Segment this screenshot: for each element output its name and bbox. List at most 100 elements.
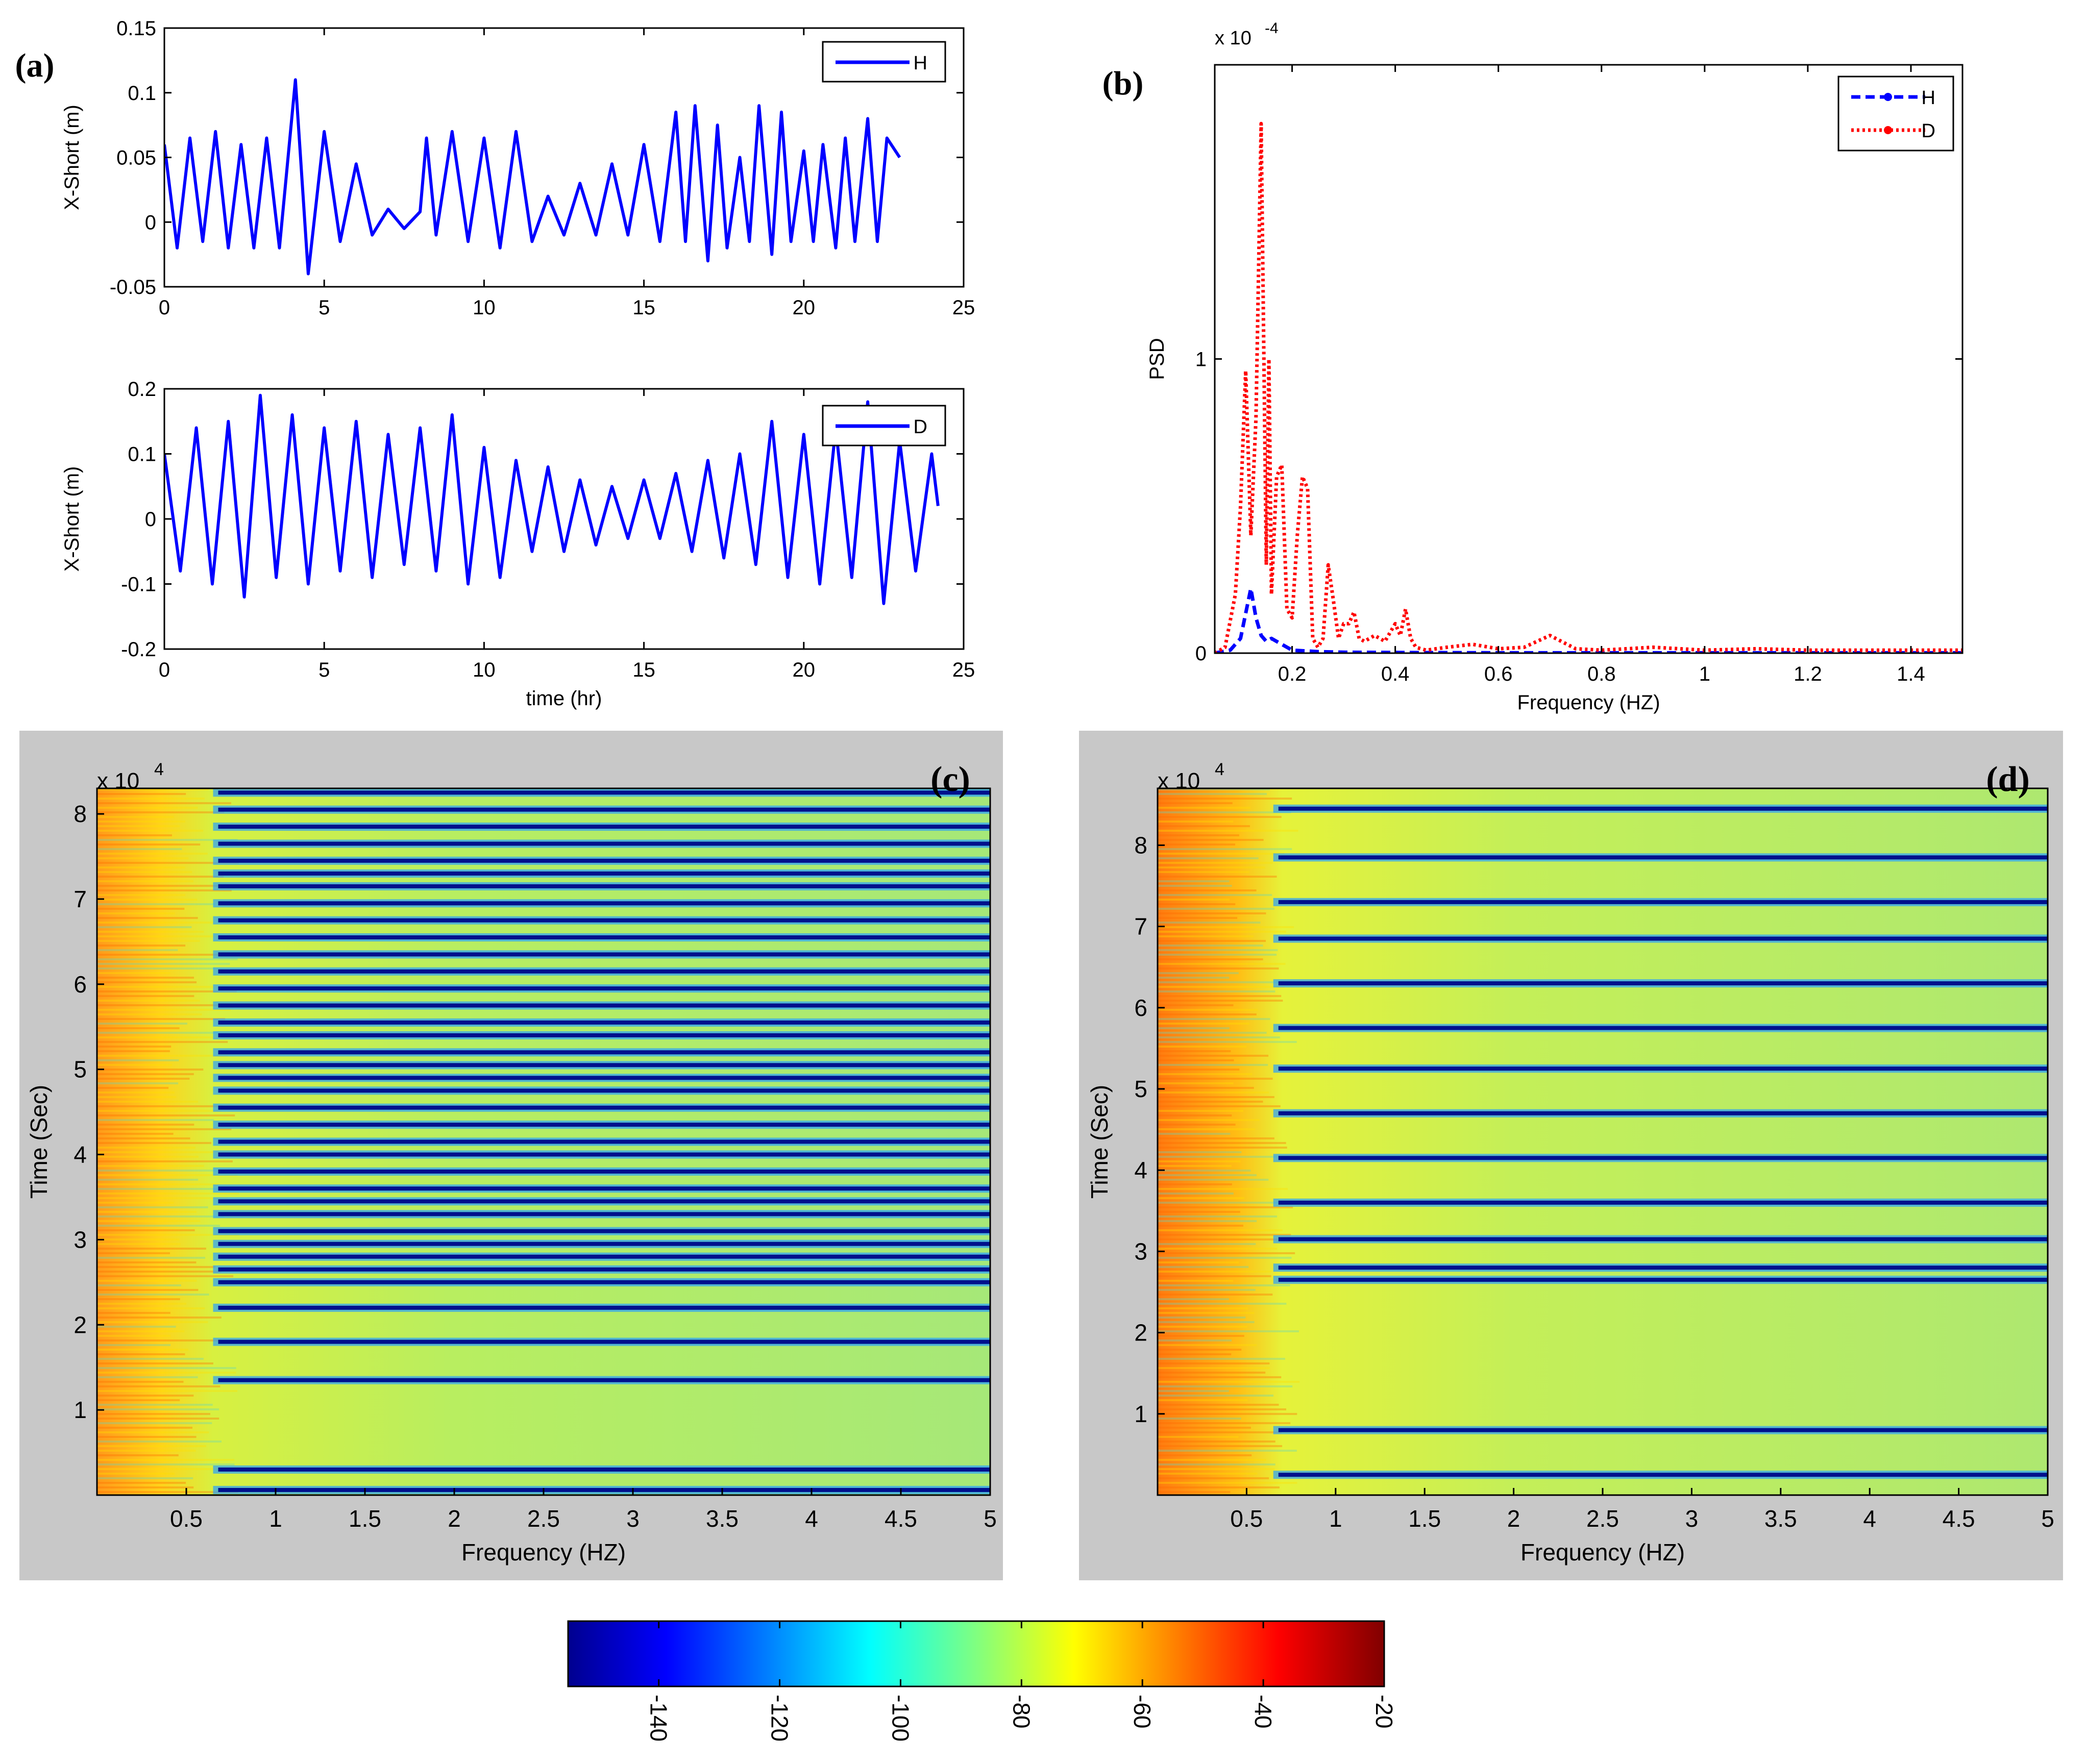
c-texture-band — [97, 788, 209, 790]
c-texture-band — [97, 811, 225, 813]
c-texture-band — [97, 977, 194, 979]
a2-xtick-label: 0 — [159, 659, 170, 681]
d-texture-band — [1158, 1473, 1258, 1475]
d-exponent-power: 4 — [1215, 760, 1224, 779]
c-xtick-label: 2.5 — [527, 1505, 560, 1532]
d-texture-band — [1158, 1004, 1234, 1006]
c-texture-band — [97, 1206, 208, 1208]
colorbar-frame — [567, 1620, 1385, 1687]
d-texture-band — [1158, 940, 1266, 942]
c-streak — [218, 1169, 990, 1174]
a1-ytick-label: 0.05 — [116, 147, 156, 169]
c-streak — [218, 1212, 990, 1216]
d-texture-band — [1158, 1114, 1232, 1116]
d-texture-band — [1158, 1427, 1251, 1429]
d-texture-band — [1158, 912, 1266, 914]
d-texture-band — [1158, 1110, 1244, 1112]
c-texture-band — [97, 793, 186, 795]
d-texture-band — [1158, 935, 1254, 937]
d-streak — [1278, 855, 2048, 860]
d-texture-band — [1158, 871, 1250, 873]
c-texture-band — [97, 1468, 230, 1470]
d-texture-band — [1158, 1160, 1241, 1162]
d-texture-band — [1158, 1486, 1280, 1488]
d-texture-band — [1158, 885, 1232, 887]
c-texture-band — [97, 821, 185, 823]
c-streak — [218, 1305, 990, 1310]
d-texture-band — [1158, 967, 1279, 970]
c-streak — [218, 1152, 990, 1157]
c-texture-band — [97, 1179, 199, 1181]
c-texture-band — [97, 1440, 222, 1443]
c-texture-band — [97, 1399, 180, 1401]
b-exponent-power: -4 — [1265, 20, 1279, 37]
c-texture-band — [97, 1041, 228, 1043]
d-texture-band — [1158, 853, 1285, 855]
a1-ytick-label: 0.1 — [128, 82, 156, 105]
d-texture-band — [1158, 972, 1239, 974]
c-texture-band — [97, 1183, 219, 1185]
d-streak — [1278, 1428, 2048, 1432]
b-panel-label: (b) — [1102, 65, 1144, 102]
c-streak — [218, 1487, 990, 1492]
c-texture-band — [97, 1312, 170, 1314]
c-texture-band — [97, 1275, 234, 1277]
c-texture-band — [97, 880, 194, 882]
c-texture-band — [97, 871, 192, 873]
c-ytick-label: 5 — [73, 1056, 87, 1083]
c-texture-band — [97, 1004, 239, 1006]
c-texture-band — [97, 1087, 169, 1089]
d-texture-band — [1158, 1280, 1234, 1282]
d-streak — [1278, 806, 2048, 811]
c-streak — [218, 1139, 990, 1144]
c-texture-band — [97, 1408, 219, 1410]
c-texture-band — [97, 1114, 235, 1116]
c-texture-band — [97, 1473, 175, 1475]
d-texture-band — [1158, 1404, 1279, 1406]
d-texture-band — [1158, 1124, 1236, 1126]
c-texture-band — [97, 958, 238, 960]
d-xtick-label: 5 — [2041, 1505, 2054, 1532]
c-texture-band — [97, 802, 232, 804]
d-texture-band — [1158, 1046, 1247, 1048]
d-texture-band — [1158, 1431, 1282, 1433]
c-texture-band — [97, 1436, 197, 1438]
c-exponent-power: 4 — [154, 760, 164, 779]
c-streak — [218, 1076, 990, 1080]
d-texture-band — [1158, 1395, 1274, 1397]
c-ytick-label: 6 — [73, 971, 87, 998]
c-texture-band — [97, 1105, 223, 1107]
d-texture-band — [1158, 1036, 1280, 1038]
d-ytick-label: 6 — [1134, 995, 1147, 1021]
d-texture-band — [1158, 1381, 1300, 1383]
d-texture-band — [1158, 1000, 1283, 1002]
d-texture-band — [1158, 1482, 1297, 1484]
a2-series-D — [164, 393, 940, 605]
c-texture-band — [97, 1192, 239, 1195]
c-texture-band — [97, 1294, 209, 1296]
c-texture-band — [97, 1220, 201, 1222]
c-texture-band — [97, 1362, 213, 1364]
d-streak — [1278, 936, 2048, 941]
d-texture-band — [1158, 1275, 1271, 1277]
c-streak — [218, 1241, 990, 1246]
c-texture-band — [97, 1018, 226, 1020]
b-exponent-label: x 10 — [1215, 28, 1251, 49]
a2-xlabel: time (hr) — [526, 687, 602, 710]
d-texture-band — [1158, 1243, 1256, 1245]
c-xlabel: Frequency (HZ) — [461, 1539, 626, 1566]
d-xtick-label: 1 — [1329, 1505, 1342, 1532]
c-streak — [218, 1088, 990, 1093]
d-texture-band — [1158, 880, 1230, 882]
c-texture-band — [97, 1096, 177, 1098]
d-ytick-label: 3 — [1134, 1238, 1147, 1264]
c-texture-band — [97, 1252, 170, 1254]
c-streak — [218, 1186, 990, 1191]
a2-xtick-label: 5 — [318, 659, 330, 681]
b-series-H — [1215, 586, 1962, 653]
c-texture-band — [97, 899, 198, 901]
c-texture-band — [97, 1188, 234, 1190]
d-texture-band — [1158, 899, 1230, 901]
c-ytick-label: 7 — [73, 886, 87, 912]
c-texture-band — [97, 1234, 239, 1236]
